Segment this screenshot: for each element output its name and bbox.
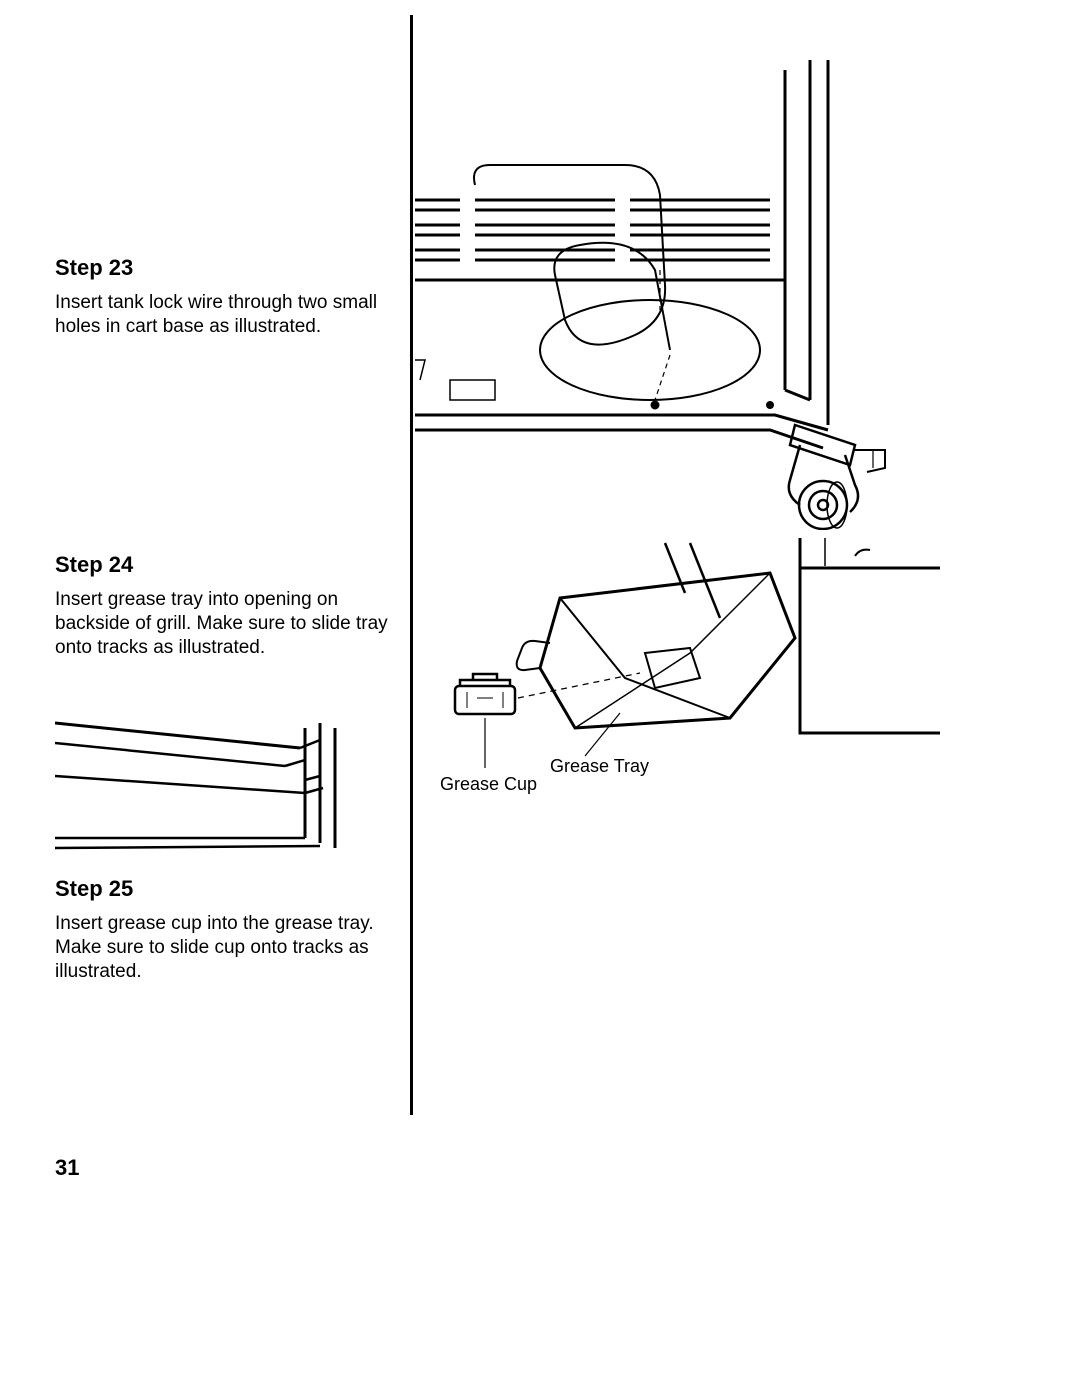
step-23-block: Step 23 Insert tank lock wire through tw…	[55, 255, 395, 339]
column-divider	[410, 15, 413, 1115]
figure-grease-tray: Grease Tray Grease Cup	[430, 538, 940, 818]
step-body: Insert tank lock wire through two small …	[55, 291, 395, 339]
step-heading: Step 23	[55, 255, 395, 281]
label-grease-tray: Grease Tray	[550, 756, 649, 777]
figure-cart-base	[415, 60, 955, 530]
step-24-block: Step 24 Insert grease tray into opening …	[55, 552, 395, 659]
cart-base-svg	[415, 60, 955, 530]
step-heading: Step 25	[55, 876, 395, 902]
step-body: Insert grease tray into opening on backs…	[55, 588, 395, 659]
label-grease-cup: Grease Cup	[440, 774, 537, 795]
corner-detail-svg	[55, 668, 355, 863]
step-25-block: Step 25 Insert grease cup into the greas…	[55, 876, 395, 983]
step-heading: Step 24	[55, 552, 395, 578]
step-body: Insert grease cup into the grease tray. …	[55, 912, 395, 983]
page: Step 23 Insert tank lock wire through tw…	[0, 0, 1080, 1397]
figure-corner-detail	[55, 668, 355, 863]
page-number: 31	[55, 1155, 79, 1181]
